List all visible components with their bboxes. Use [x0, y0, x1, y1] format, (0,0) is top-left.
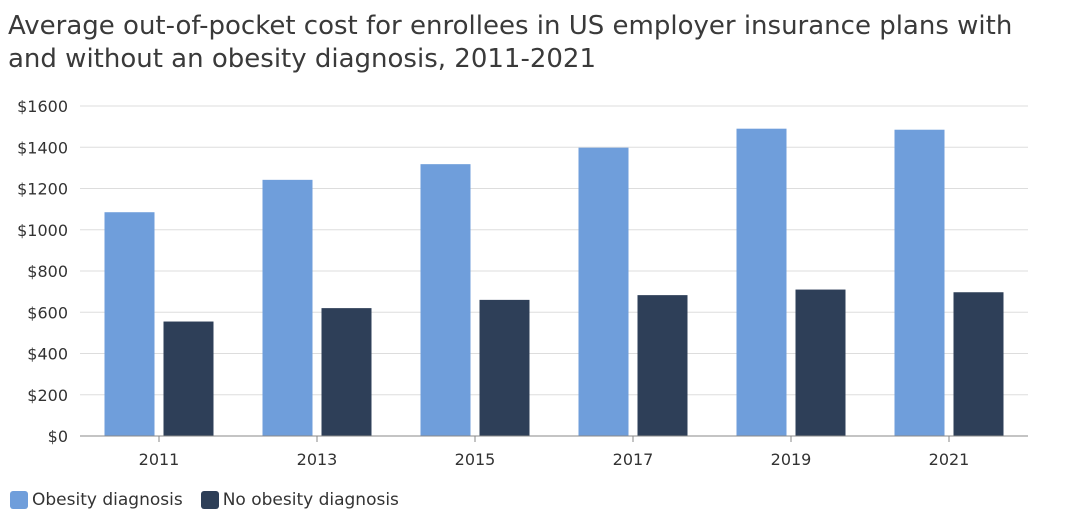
x-tick-label: 2019 — [771, 450, 812, 469]
bar-no-obesity-2019 — [795, 289, 846, 436]
legend-item-obesity: Obesity diagnosis — [10, 490, 183, 510]
bar-no-obesity-2015 — [479, 299, 530, 436]
legend: Obesity diagnosis No obesity diagnosis — [10, 490, 417, 510]
bar-obesity-2021 — [894, 129, 945, 436]
legend-label-no-obesity: No obesity diagnosis — [222, 490, 399, 510]
y-tick-label: $600 — [27, 303, 68, 322]
x-tick-label: 2021 — [929, 450, 970, 469]
bar-obesity-2015 — [420, 164, 471, 436]
y-tick-label: $1200 — [17, 180, 68, 199]
bar-no-obesity-2017 — [637, 295, 688, 436]
bar-no-obesity-2021 — [953, 292, 1004, 436]
y-tick-label: $0 — [48, 427, 68, 446]
x-tick-label: 2011 — [139, 450, 180, 469]
legend-swatch-obesity — [10, 491, 28, 509]
x-axis-ticks: 2011 2013 2015 2017 2019 2021 — [139, 436, 970, 469]
x-tick-label: 2017 — [613, 450, 654, 469]
x-tick-label: 2013 — [297, 450, 338, 469]
y-tick-label: $200 — [27, 386, 68, 405]
y-tick-label: $1600 — [17, 97, 68, 116]
bar-no-obesity-2011 — [163, 321, 214, 436]
bar-obesity-2019 — [736, 128, 787, 436]
y-axis-ticks: $0 $200 $400 $600 $800 $1000 $1200 $1400 $1600 — [17, 97, 68, 446]
x-tick-label: 2015 — [455, 450, 496, 469]
legend-item-no-obesity: No obesity diagnosis — [200, 490, 399, 510]
y-tick-label: $1400 — [17, 138, 68, 157]
bars — [104, 128, 1004, 436]
y-tick-label: $800 — [27, 262, 68, 281]
y-tick-label: $1000 — [17, 221, 68, 240]
bar-obesity-2013 — [262, 179, 313, 436]
bar-obesity-2017 — [578, 147, 629, 436]
gridlines — [80, 105, 1028, 396]
bar-obesity-2011 — [104, 212, 155, 436]
chart-title: Average out-of-pocket cost for enrollees… — [8, 11, 1013, 74]
legend-swatch-no-obesity — [200, 491, 219, 509]
legend-label-obesity: Obesity diagnosis — [32, 490, 183, 510]
y-tick-label: $400 — [27, 345, 68, 364]
bar-no-obesity-2013 — [321, 308, 372, 436]
